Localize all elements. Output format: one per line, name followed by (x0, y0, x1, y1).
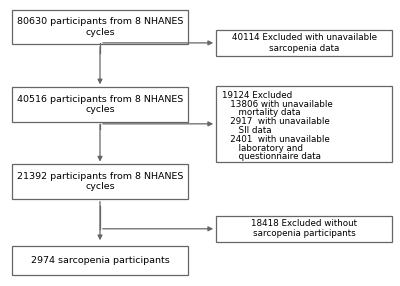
Text: 13806 with unavailable: 13806 with unavailable (222, 100, 333, 109)
Text: 21392 participants from 8 NHANES
cycles: 21392 participants from 8 NHANES cycles (17, 172, 183, 191)
Text: 80630 participants from 8 NHANES
cycles: 80630 participants from 8 NHANES cycles (17, 17, 183, 37)
Text: 19124 Excluded: 19124 Excluded (222, 91, 292, 100)
FancyBboxPatch shape (12, 10, 188, 44)
FancyBboxPatch shape (216, 86, 392, 162)
FancyBboxPatch shape (216, 216, 392, 242)
FancyBboxPatch shape (12, 87, 188, 122)
Text: laboratory and: laboratory and (222, 144, 303, 152)
Text: 40114 Excluded with unavailable
sarcopenia data: 40114 Excluded with unavailable sarcopen… (232, 33, 376, 53)
Text: mortality data: mortality data (222, 108, 301, 118)
Text: 2974 sarcopenia participants: 2974 sarcopenia participants (31, 256, 169, 265)
FancyBboxPatch shape (12, 164, 188, 199)
Text: questionnaire data: questionnaire data (222, 152, 321, 161)
Text: 2401  with unavailable: 2401 with unavailable (222, 135, 330, 144)
FancyBboxPatch shape (12, 246, 188, 275)
Text: 2917  with unavailable: 2917 with unavailable (222, 117, 330, 126)
FancyBboxPatch shape (216, 30, 392, 56)
Text: 40516 participants from 8 NHANES
cycles: 40516 participants from 8 NHANES cycles (17, 95, 183, 114)
Text: SII data: SII data (222, 126, 272, 135)
Text: 18418 Excluded without
sarcopenia participants: 18418 Excluded without sarcopenia partic… (251, 219, 357, 239)
